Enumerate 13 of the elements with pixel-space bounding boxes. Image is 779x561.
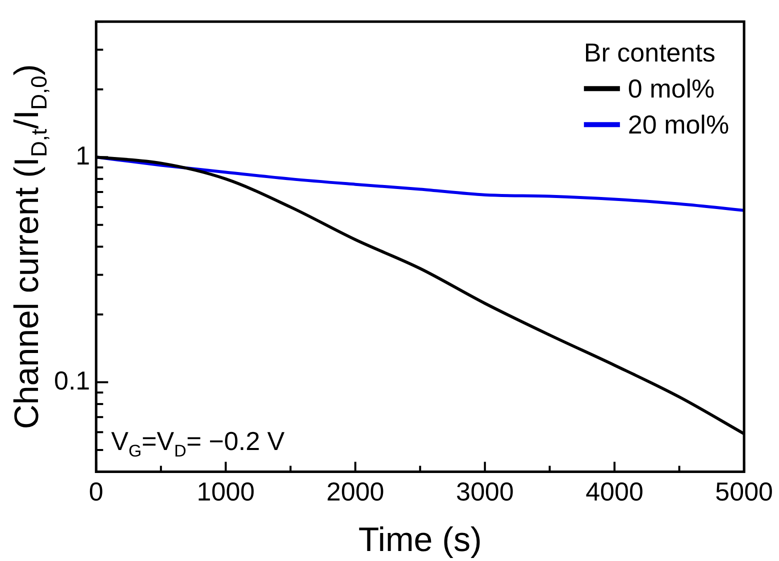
x-tick-label: 0 bbox=[88, 476, 104, 507]
x-tick-label: 3000 bbox=[456, 476, 514, 507]
x-axis-title: Time (s) bbox=[358, 521, 482, 559]
x-tick-label: 2000 bbox=[326, 476, 384, 507]
legend-label: 20 mol% bbox=[628, 110, 730, 140]
y-tick-label: 0.1 bbox=[54, 365, 90, 396]
legend-label: 0 mol% bbox=[628, 74, 715, 104]
y-tick-label: 1 bbox=[76, 140, 90, 170]
x-tick-label: 1000 bbox=[196, 476, 255, 507]
x-tick-label: 5000 bbox=[715, 476, 773, 507]
legend-title: Br contents bbox=[584, 38, 716, 68]
x-tick-label: 4000 bbox=[586, 476, 644, 507]
y-axis-title: Channel current (ID,t/ID,0) bbox=[8, 64, 52, 430]
